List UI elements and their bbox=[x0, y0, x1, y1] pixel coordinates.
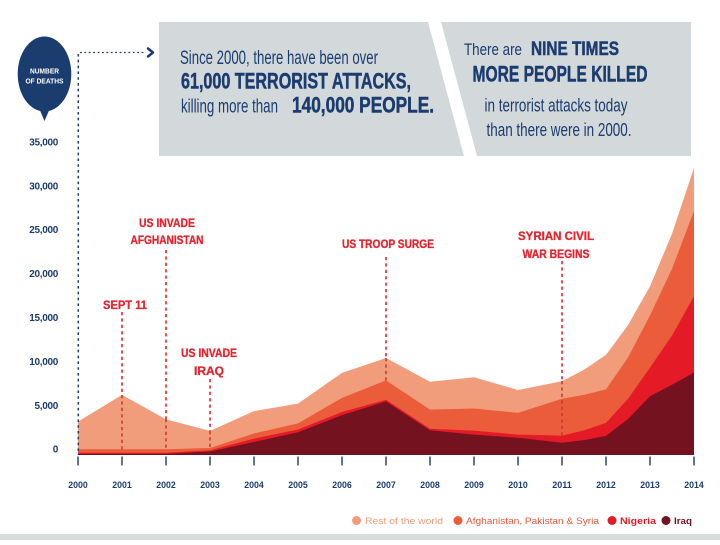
svg-text:US INVADE: US INVADE bbox=[181, 348, 237, 360]
svg-text:There are: There are bbox=[464, 40, 522, 59]
svg-text:US TROOP SURGE: US TROOP SURGE bbox=[342, 239, 434, 251]
svg-text:2008: 2008 bbox=[420, 480, 440, 490]
svg-text:in terrorist attacks today: in terrorist attacks today bbox=[485, 96, 628, 116]
svg-text:US INVADE: US INVADE bbox=[139, 218, 195, 230]
svg-text:2009: 2009 bbox=[464, 480, 484, 490]
svg-text:30,000: 30,000 bbox=[29, 181, 59, 192]
svg-text:killing more than: killing more than bbox=[181, 97, 278, 118]
svg-text:Iraq: Iraq bbox=[674, 516, 692, 527]
svg-text:NINE TIMES: NINE TIMES bbox=[531, 39, 619, 60]
svg-text:2012: 2012 bbox=[596, 480, 616, 490]
svg-text:2013: 2013 bbox=[640, 480, 660, 490]
svg-text:2010: 2010 bbox=[508, 480, 528, 490]
svg-text:SEPT 11: SEPT 11 bbox=[103, 300, 148, 312]
svg-text:25,000: 25,000 bbox=[29, 225, 59, 236]
svg-text:61,000 TERRORIST ATTACKS,: 61,000 TERRORIST ATTACKS, bbox=[181, 69, 411, 94]
svg-text:10,000: 10,000 bbox=[29, 357, 59, 368]
svg-text:Rest of the world: Rest of the world bbox=[365, 516, 443, 527]
svg-text:2011: 2011 bbox=[552, 480, 572, 490]
svg-text:MORE PEOPLE KILLED: MORE PEOPLE KILLED bbox=[473, 62, 648, 87]
svg-text:15,000: 15,000 bbox=[29, 313, 59, 324]
svg-text:0: 0 bbox=[53, 445, 59, 456]
svg-text:2006: 2006 bbox=[332, 480, 352, 490]
svg-text:2001: 2001 bbox=[112, 480, 132, 490]
svg-text:2014: 2014 bbox=[684, 480, 704, 490]
svg-text:2005: 2005 bbox=[288, 480, 308, 490]
svg-text:2002: 2002 bbox=[156, 480, 176, 490]
svg-text:OF DEATHS: OF DEATHS bbox=[26, 77, 64, 86]
svg-text:Since 2000, there have been ov: Since 2000, there have been over bbox=[180, 48, 378, 69]
svg-text:5,000: 5,000 bbox=[34, 401, 58, 412]
svg-text:2003: 2003 bbox=[200, 480, 220, 490]
svg-text:NUMBER: NUMBER bbox=[30, 67, 60, 76]
svg-text:2000: 2000 bbox=[68, 480, 88, 490]
svg-text:WAR BEGINS: WAR BEGINS bbox=[523, 249, 590, 261]
svg-text:Nigeria: Nigeria bbox=[620, 516, 657, 527]
svg-text:35,000: 35,000 bbox=[29, 137, 59, 148]
svg-text:than there were in 2000.: than there were in 2000. bbox=[487, 120, 632, 140]
svg-text:SYRIAN CIVIL: SYRIAN CIVIL bbox=[518, 231, 594, 243]
svg-text:AFGHANISTAN: AFGHANISTAN bbox=[131, 235, 204, 247]
svg-text:Afghanistan, Pakistan & Syria: Afghanistan, Pakistan & Syria bbox=[466, 516, 600, 527]
svg-text:140,000 PEOPLE.: 140,000 PEOPLE. bbox=[292, 93, 434, 118]
svg-text:2007: 2007 bbox=[376, 480, 396, 490]
svg-text:20,000: 20,000 bbox=[29, 269, 59, 280]
svg-text:IRAQ: IRAQ bbox=[194, 366, 224, 378]
svg-text:2004: 2004 bbox=[244, 480, 264, 490]
